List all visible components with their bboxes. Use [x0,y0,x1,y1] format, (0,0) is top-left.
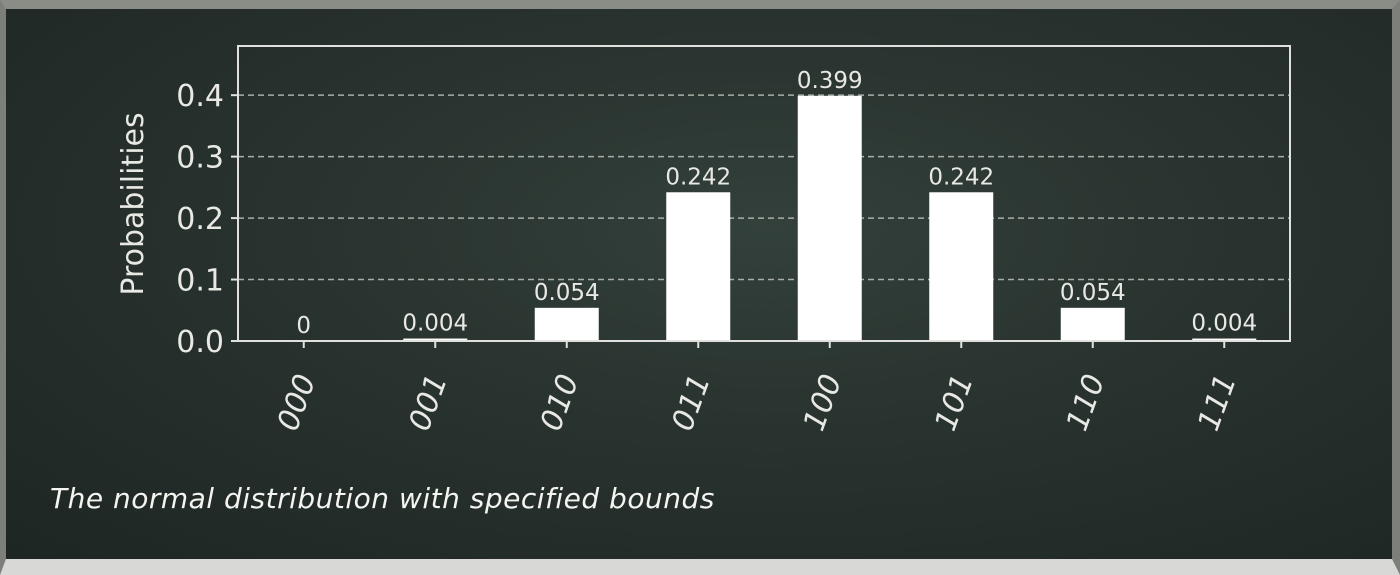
value-label: 0.054 [534,280,600,306]
value-label: 0.004 [402,311,468,337]
plot-frame [237,45,1291,342]
caption: The normal distribution with specified b… [50,482,715,515]
grid-lines [238,94,1290,281]
x-tick-label: 000 [271,370,323,436]
x-tick-label: 100 [797,370,849,436]
bar-001 [403,338,468,341]
x-tick-label: 010 [534,370,586,436]
y-axis-ticks: 0.0 0.1 0.2 0.3 0.4 [176,79,238,360]
y-tick-label: 0.4 [176,79,224,114]
x-tick-label: 001 [402,370,454,436]
bar-011 [666,192,731,341]
y-tick-label: 0.1 [176,264,224,299]
x-tick-label: 101 [928,370,980,436]
value-label: 0.242 [665,164,731,190]
y-axis-label: Probabilities [116,112,151,295]
value-label: 0.004 [1191,311,1257,337]
bar-111 [1192,338,1257,341]
value-label: 0 [296,313,311,339]
x-tick-label: 110 [1060,370,1112,436]
value-label: 0.242 [928,164,994,190]
bar-110 [1060,307,1125,341]
bar-010 [534,307,599,341]
bars [403,95,1257,341]
y-tick-label: 0.0 [176,325,224,360]
bar-101 [929,192,994,341]
bar-100 [797,95,862,341]
y-tick-label: 0.2 [176,202,224,237]
y-tick-label: 0.3 [176,141,224,176]
value-label: 0.399 [797,68,863,94]
x-tick-label: 011 [665,370,717,436]
value-label: 0.054 [1060,280,1126,306]
value-labels: 0 0.004 0.054 0.242 0.399 0.242 0.054 0.004 [296,68,1257,339]
x-axis-ticks: 000 001 010 011 100 101 110 111 [271,341,1244,436]
x-tick-label: 111 [1191,370,1243,436]
